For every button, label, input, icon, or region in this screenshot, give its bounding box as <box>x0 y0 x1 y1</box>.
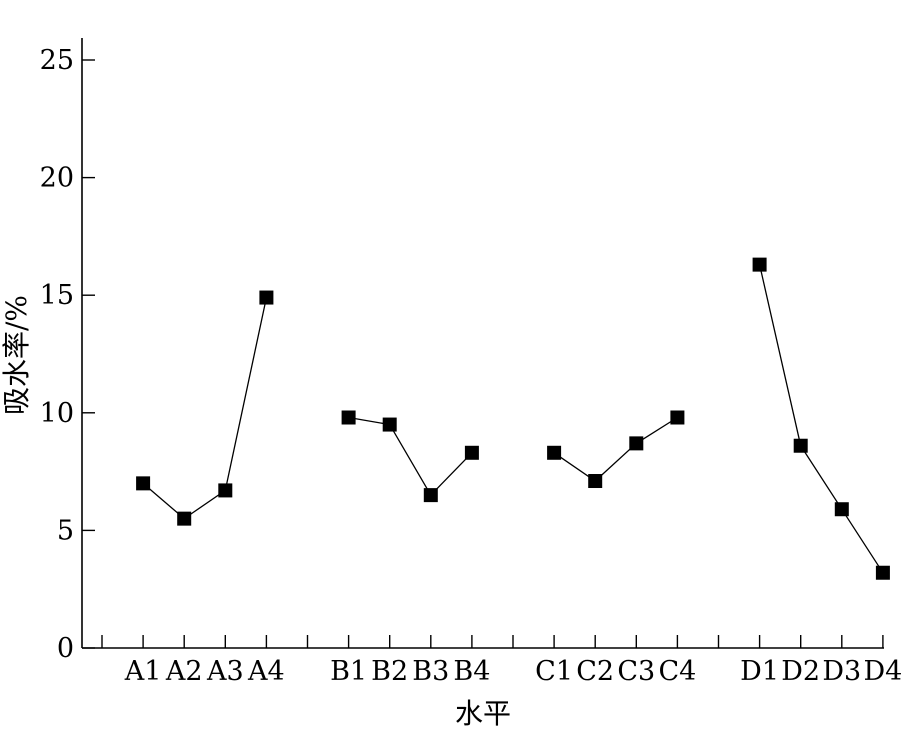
y-tick-label: 0 <box>57 633 74 664</box>
data-point-c1 <box>547 445 562 460</box>
x-axis-title: 水平 <box>455 697 511 730</box>
data-point-c3 <box>629 436 644 451</box>
y-tick-label: 15 <box>40 280 74 311</box>
axes: 0 5 10 15 20 25 A1 A2 A3 A4 B1 B2 B3 B4 C1 C2 C3 C4 D1 D2 D3… <box>40 38 902 687</box>
data-point-b4 <box>464 445 479 460</box>
y-tick-label: 5 <box>57 515 74 546</box>
y-tick-label: 10 <box>40 398 74 429</box>
x-tick-label: D2 <box>781 656 820 687</box>
data-point-a3 <box>218 483 233 498</box>
data-point-d1 <box>752 257 767 272</box>
x-tick-label: A2 <box>165 656 203 687</box>
data-point-a1 <box>136 476 151 491</box>
x-tick-label: A3 <box>206 656 244 687</box>
data-point-d3 <box>834 502 849 517</box>
y-tick-label: 25 <box>40 45 74 76</box>
x-tick-label: C1 <box>535 656 573 687</box>
x-tick-label: B4 <box>453 656 490 687</box>
data-point-c2 <box>588 474 603 489</box>
x-tick-label: B2 <box>371 656 408 687</box>
data-point-d2 <box>793 438 808 453</box>
series-line-d <box>758 264 884 574</box>
data-point-d4 <box>875 565 890 580</box>
x-tick-label: D1 <box>740 656 779 687</box>
data-point-b2 <box>382 417 397 432</box>
data-point-a4 <box>259 290 274 305</box>
x-tick-label: A1 <box>124 656 162 687</box>
data-point-c4 <box>670 410 685 425</box>
series-line-c <box>553 416 678 482</box>
x-tick-label: C2 <box>576 656 614 687</box>
x-tick-label: C3 <box>617 656 655 687</box>
data-point-b1 <box>341 410 356 425</box>
data-point-a2 <box>177 511 192 526</box>
series-layer <box>136 257 890 580</box>
y-axis-title: 吸水率/% <box>0 295 33 415</box>
series-line-a <box>142 297 268 520</box>
series-line-b <box>348 416 473 497</box>
data-point-b3 <box>423 488 438 503</box>
x-tick-label: B1 <box>330 656 367 687</box>
x-tick-label: D4 <box>863 656 902 687</box>
x-tick-label: C4 <box>658 656 696 687</box>
x-tick-label: B3 <box>412 656 449 687</box>
x-tick-label: D3 <box>822 656 861 687</box>
y-tick-label: 20 <box>40 163 74 194</box>
x-tick-label: A4 <box>247 656 285 687</box>
